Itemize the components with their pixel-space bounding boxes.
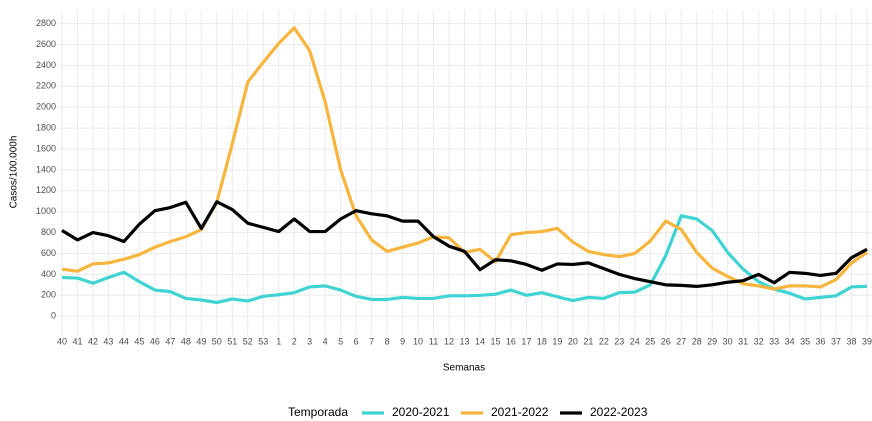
x-tick-label: 15 — [490, 336, 500, 346]
y-axis-label: Casos/100.000h — [9, 136, 20, 209]
x-tick-label: 9 — [400, 336, 405, 346]
x-tick-label: 2 — [292, 336, 297, 346]
x-tick-label: 19 — [552, 336, 562, 346]
x-tick-label: 31 — [738, 336, 748, 346]
x-tick-label: 39 — [862, 336, 872, 346]
legend-title: Temporada — [288, 405, 348, 419]
x-tick-label: 32 — [754, 336, 764, 346]
x-tick-label: 8 — [385, 336, 390, 346]
y-tick-label: 400 — [41, 269, 56, 279]
x-tick-label: 47 — [165, 336, 175, 346]
x-tick-label: 28 — [692, 336, 702, 346]
y-tick-label: 1800 — [36, 122, 56, 132]
x-tick-label: 36 — [816, 336, 826, 346]
x-tick-label: 46 — [150, 336, 160, 346]
y-tick-label: 800 — [41, 227, 56, 237]
x-tick-label: 50 — [212, 336, 222, 346]
y-tick-label: 200 — [41, 290, 56, 300]
x-tick-label: 52 — [243, 336, 253, 346]
x-tick-label: 24 — [630, 336, 640, 346]
x-tick-label: 41 — [72, 336, 82, 346]
x-tick-label: 23 — [614, 336, 624, 346]
x-tick-label: 51 — [227, 336, 237, 346]
x-tick-label: 43 — [103, 336, 113, 346]
x-tick-label: 18 — [537, 336, 547, 346]
y-tick-label: 600 — [41, 248, 56, 258]
y-tick-label: 2800 — [36, 18, 56, 28]
x-tick-label: 34 — [785, 336, 795, 346]
x-tick-label: 11 — [429, 336, 438, 346]
x-tick-label: 37 — [831, 336, 841, 346]
x-tick-label: 13 — [459, 336, 469, 346]
x-tick-label: 44 — [119, 336, 129, 346]
x-tick-label: 49 — [196, 336, 206, 346]
x-tick-label: 3 — [307, 336, 312, 346]
x-tick-label: 21 — [583, 336, 593, 346]
x-tick-label: 35 — [800, 336, 810, 346]
x-tick-label: 22 — [599, 336, 609, 346]
x-tick-label: 14 — [475, 336, 485, 346]
x-tick-label: 45 — [134, 336, 144, 346]
x-tick-label: 30 — [723, 336, 733, 346]
y-tick-label: 0 — [51, 311, 56, 321]
x-tick-label: 27 — [676, 336, 686, 346]
legend-label: 2020-2021 — [392, 405, 450, 419]
x-axis-label: Semanas — [443, 363, 485, 374]
series-line — [61, 214, 868, 305]
y-tick-label: 1200 — [36, 185, 56, 195]
legend-label: 2022-2023 — [590, 405, 648, 419]
x-tick-label: 25 — [645, 336, 655, 346]
x-tick-label: 40 — [57, 336, 67, 346]
x-tick-label: 53 — [258, 336, 268, 346]
x-tick-label: 17 — [521, 336, 531, 346]
y-tick-label: 2200 — [36, 81, 56, 91]
x-tick-label: 42 — [88, 336, 98, 346]
x-tick-label: 12 — [444, 336, 454, 346]
legend-label: 2021-2022 — [491, 405, 549, 419]
series-line — [61, 200, 868, 289]
x-tick-label: 20 — [568, 336, 578, 346]
x-tick-label: 38 — [847, 336, 857, 346]
x-tick-label: 48 — [181, 336, 191, 346]
x-tick-label: 7 — [369, 336, 374, 346]
x-tick-label: 5 — [338, 336, 343, 346]
x-tick-label: 33 — [769, 336, 779, 346]
x-tick-label: 6 — [354, 336, 359, 346]
x-tick-label: 29 — [707, 336, 717, 346]
y-tick-label: 1000 — [36, 206, 56, 216]
x-tick-label: 26 — [661, 336, 671, 346]
y-tick-label: 2000 — [36, 102, 56, 112]
y-tick-label: 2600 — [36, 39, 56, 49]
x-tick-label: 4 — [323, 336, 328, 346]
x-tick-label: 16 — [506, 336, 516, 346]
x-tick-label: 1 — [276, 336, 281, 346]
y-tick-label: 1400 — [36, 164, 56, 174]
x-tick-label: 10 — [413, 336, 423, 346]
y-tick-label: 2400 — [36, 60, 56, 70]
y-tick-label: 1600 — [36, 143, 56, 153]
